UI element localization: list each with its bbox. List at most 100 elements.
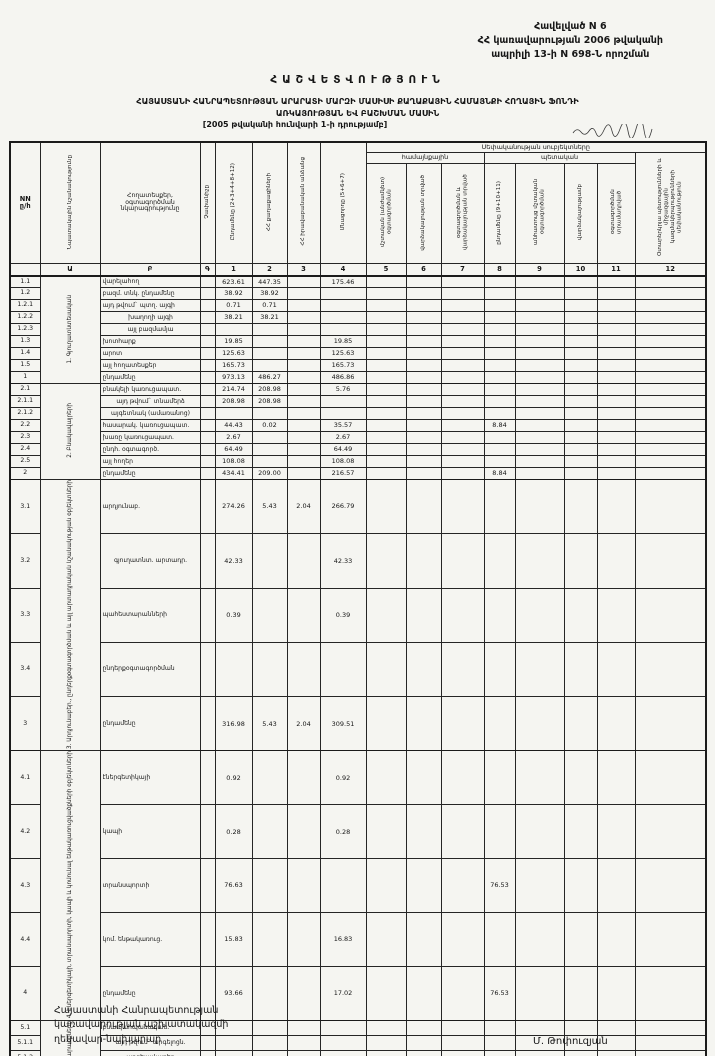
letter-cell: 1: [214, 263, 253, 277]
value-cell-c6: [405, 1020, 442, 1037]
value-cell-c4: [319, 299, 367, 313]
value-cell-c2: 208.98: [251, 383, 288, 397]
value-cell-c12: [634, 371, 707, 385]
value-cell-c3: [286, 912, 321, 968]
value-cell-c11: [596, 966, 636, 1022]
value-cell-c5: [365, 1020, 407, 1037]
value-cell-c1: 0.92: [214, 750, 253, 806]
value-cell-c8: [483, 587, 516, 643]
value-cell-c12: [634, 287, 707, 301]
value-cell-c3: [286, 287, 321, 301]
table-row: 4.1 4. Էներգետիկայի, տրանսպորտի, կապի և կ…: [9, 750, 707, 1022]
letter-cell: 2: [251, 263, 288, 277]
handwritten-note: [572, 124, 653, 138]
report-date-line: [2005 թվականի հունվարի 1-ի դրությամբ]: [202, 120, 388, 129]
value-cell-c3: [286, 347, 321, 361]
value-cell-c1: 316.98: [214, 696, 253, 752]
table-row: 2.3 խառը կառուցապատ. 2.67 2.67: [9, 431, 707, 445]
unit-cell: [199, 641, 216, 698]
value-cell-c1: 165.73: [214, 359, 253, 373]
value-cell-c9: [514, 275, 565, 289]
value-cell-c10: [563, 311, 598, 325]
value-cell-c9: [514, 335, 565, 349]
value-cell-c7: [440, 371, 485, 385]
value-cell-c9: [514, 407, 565, 421]
value-cell-c5: [365, 323, 407, 337]
row-nn: 4.2: [9, 804, 41, 860]
table-row: 2.1.1 այդ թվում` տնամերձ 208.98 208.98: [9, 395, 707, 409]
value-cell-c3: [286, 299, 321, 313]
value-cell-c4: 0.39: [319, 587, 367, 643]
col-header-10: վարձակալությամբ: [563, 163, 598, 265]
value-cell-c2: [251, 750, 288, 806]
value-cell-c11: [596, 395, 636, 409]
unit-cell: [199, 804, 216, 860]
col-header-1: Ընդամենը (2+3+4+8+12): [214, 141, 253, 265]
value-cell-c9: [514, 371, 565, 385]
unit-cell: [199, 323, 216, 337]
value-cell-c2: [251, 323, 288, 337]
value-cell-c6: [405, 383, 442, 397]
value-cell-c2: 209.00: [251, 467, 288, 481]
unit-cell: [199, 455, 216, 469]
value-cell-c9: [514, 750, 565, 806]
row-nn: 2.3: [9, 431, 41, 445]
row-nn: 5.1.1: [9, 1035, 41, 1052]
value-cell-c2: 0.71: [251, 299, 288, 313]
value-cell-c11: [596, 443, 636, 457]
value-cell-c10: [563, 347, 598, 361]
value-cell-c2: [251, 587, 288, 643]
row-label: խաղողի այգի: [99, 311, 201, 325]
row-nn: 2.4: [9, 443, 41, 457]
value-cell-c6: [405, 431, 442, 445]
value-cell-c9: [514, 395, 565, 409]
table-row: 3.1 3. Արդյունաբեր., ընդերքօգտագործման և …: [9, 479, 707, 752]
letter-cell: 5: [365, 263, 407, 277]
value-cell-c9: [514, 696, 565, 752]
row-label: խոտհարք: [99, 335, 201, 349]
value-cell-c9: [514, 323, 565, 337]
value-cell-c9: [514, 419, 565, 433]
value-cell-c5: [365, 750, 407, 806]
unit-cell: [199, 479, 216, 535]
value-cell-c1: 15.83: [214, 912, 253, 968]
value-cell-c5: [365, 275, 407, 289]
table-row: 1.1 1. Գյուղատնտեսական վարելահող 623.61 447.…: [9, 275, 707, 385]
value-cell-c6: [405, 479, 442, 535]
value-cell-c7: [440, 407, 485, 421]
value-cell-c10: [563, 966, 598, 1022]
letter-cell: [9, 263, 41, 277]
value-cell-c4: [319, 1020, 367, 1037]
value-cell-c4: 19.85: [319, 335, 367, 349]
value-cell-c1: [214, 323, 253, 337]
letter-cell: 4: [319, 263, 367, 277]
value-cell-c1: 38.21: [214, 311, 253, 325]
value-cell-c4: 5.76: [319, 383, 367, 397]
value-cell-c6: [405, 696, 442, 752]
row-nn: 2.5: [9, 455, 41, 469]
group-header-state: պետական: [483, 151, 636, 165]
value-cell-c3: [286, 311, 321, 325]
row-nn: 2.1.2: [9, 407, 41, 421]
col-header-unit: Չափանիշը: [199, 141, 216, 265]
table-row: 4.2 կապի 0.28 0.28: [9, 804, 707, 860]
unit-cell: [199, 383, 216, 397]
value-cell-c3: 2.04: [286, 479, 321, 535]
value-cell-c4: 108.08: [319, 455, 367, 469]
value-cell-c7: [440, 311, 485, 325]
value-cell-c3: [286, 533, 321, 589]
value-cell-c1: 76.63: [214, 858, 253, 914]
value-cell-c6: [405, 407, 442, 421]
unit-cell: [199, 347, 216, 361]
row-label: բազմ. տնկ. ընդամենը: [99, 287, 201, 301]
value-cell-c4: 0.92: [319, 750, 367, 806]
value-cell-c11: [596, 804, 636, 860]
value-cell-c10: [563, 641, 598, 698]
value-cell-c6: [405, 311, 442, 325]
value-cell-c10: [563, 395, 598, 409]
value-cell-c12: [634, 1035, 707, 1052]
value-cell-c1: 0.39: [214, 587, 253, 643]
value-cell-c2: [251, 804, 288, 860]
value-cell-c8: [483, 479, 516, 535]
row-label: արդյունաբ.: [99, 479, 201, 535]
